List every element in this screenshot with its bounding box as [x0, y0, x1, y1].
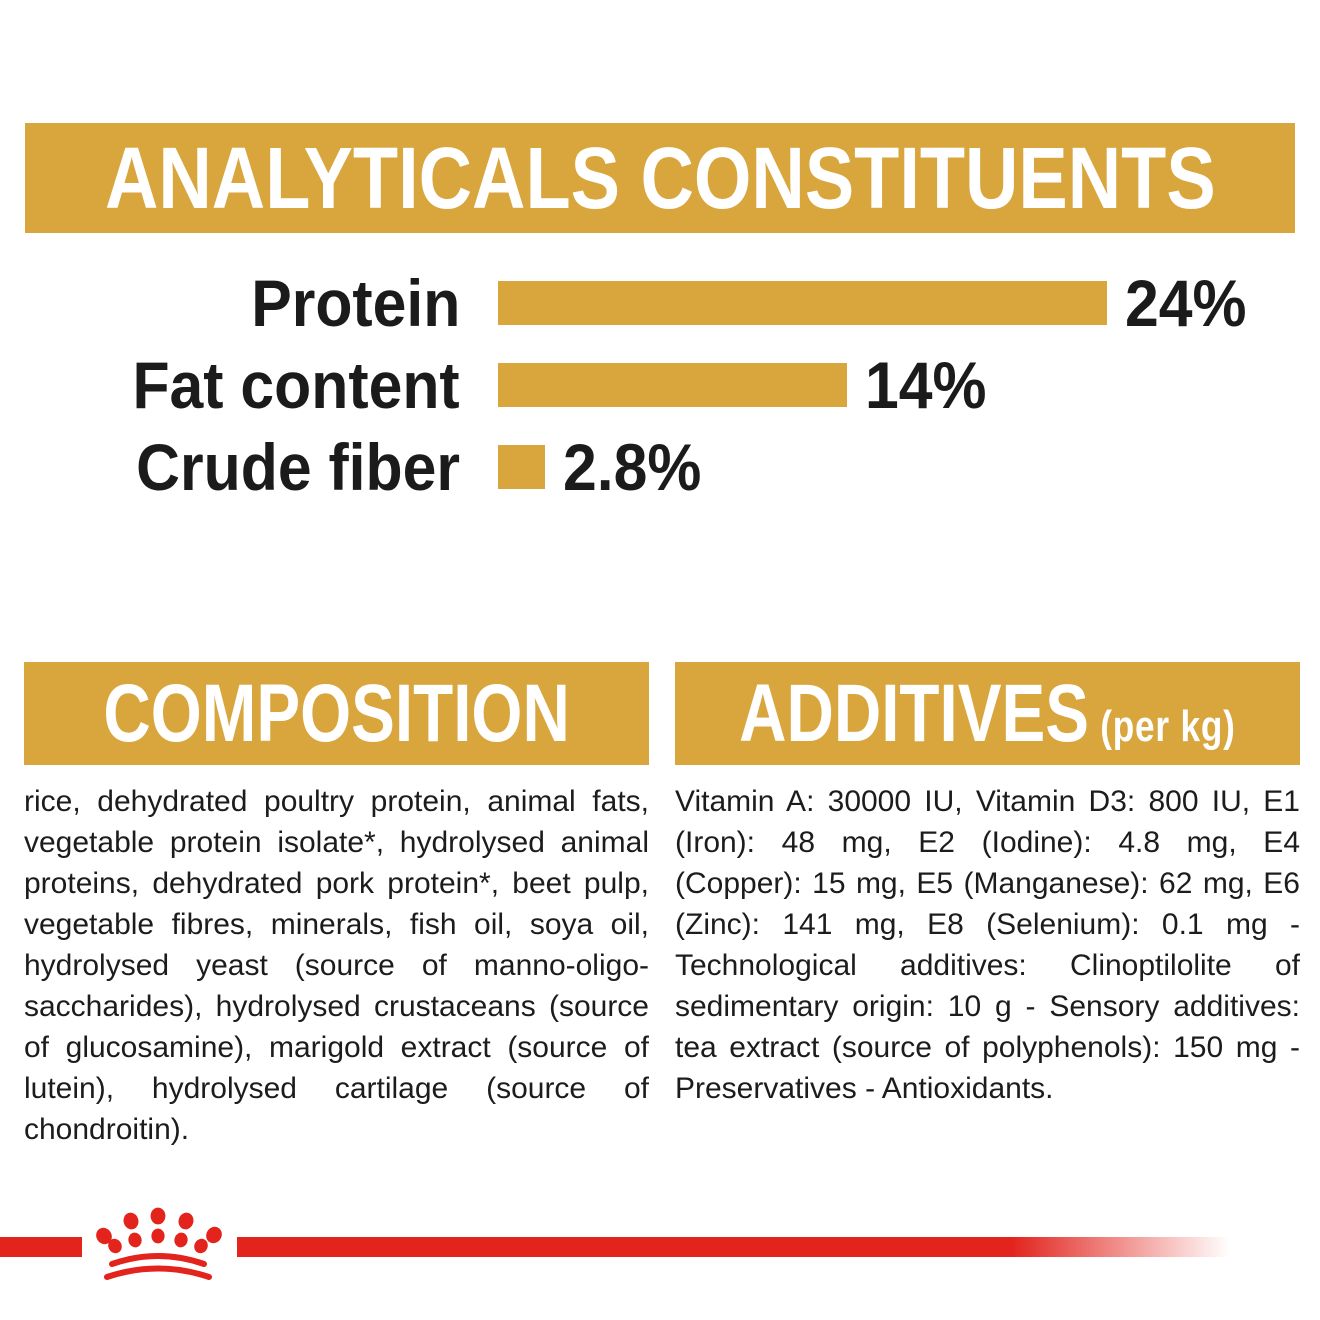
chart-row-crude-fiber: Crude fiber 2.8%	[0, 426, 1320, 508]
chart-bar-protein	[498, 281, 1107, 325]
analyticals-title: ANALYTICALS CONSTITUENTS	[104, 129, 1216, 227]
chart-value-fat-content: 14%	[865, 348, 987, 422]
additives-unit-label: (per kg)	[1100, 701, 1236, 751]
composition-title: COMPOSITION	[103, 667, 570, 759]
chart-label-crude-fiber: Crude fiber	[136, 430, 460, 504]
chart-bar-crude-fiber	[498, 445, 545, 489]
composition-section: COMPOSITION rice, dehydrated poultry pro…	[24, 662, 649, 1150]
brand-line-right	[237, 1237, 1230, 1257]
composition-header-banner: COMPOSITION	[24, 662, 649, 765]
analyticals-bar-chart: Protein 24% Fat content 14% Crude fiber …	[0, 262, 1320, 508]
chart-label-protein: Protein	[250, 266, 460, 340]
chart-row-fat-content: Fat content 14%	[0, 344, 1320, 426]
chart-value-protein: 24%	[1125, 266, 1247, 340]
info-sections: COMPOSITION rice, dehydrated poultry pro…	[24, 662, 1300, 1150]
chart-value-crude-fiber: 2.8%	[563, 430, 702, 504]
composition-body-text: rice, dehydrated poultry protein, animal…	[24, 785, 649, 1146]
additives-section: ADDITIVES (per kg) Vitamin A: 30000 IU, V…	[675, 662, 1300, 1150]
chart-label-fat-content: Fat content	[132, 348, 460, 422]
chart-bar-fat-content	[498, 363, 847, 407]
additives-header-banner: ADDITIVES (per kg)	[675, 662, 1300, 765]
chart-row-protein: Protein 24%	[0, 262, 1320, 344]
additives-title: ADDITIVES	[739, 667, 1090, 759]
analyticals-header-banner: ANALYTICALS CONSTITUENTS	[25, 123, 1295, 233]
additives-body-text: Vitamin A: 30000 IU, Vitamin D3: 800 IU,…	[675, 785, 1300, 1105]
brand-line-left	[0, 1237, 82, 1257]
royal-canin-crown-icon	[96, 1207, 222, 1280]
